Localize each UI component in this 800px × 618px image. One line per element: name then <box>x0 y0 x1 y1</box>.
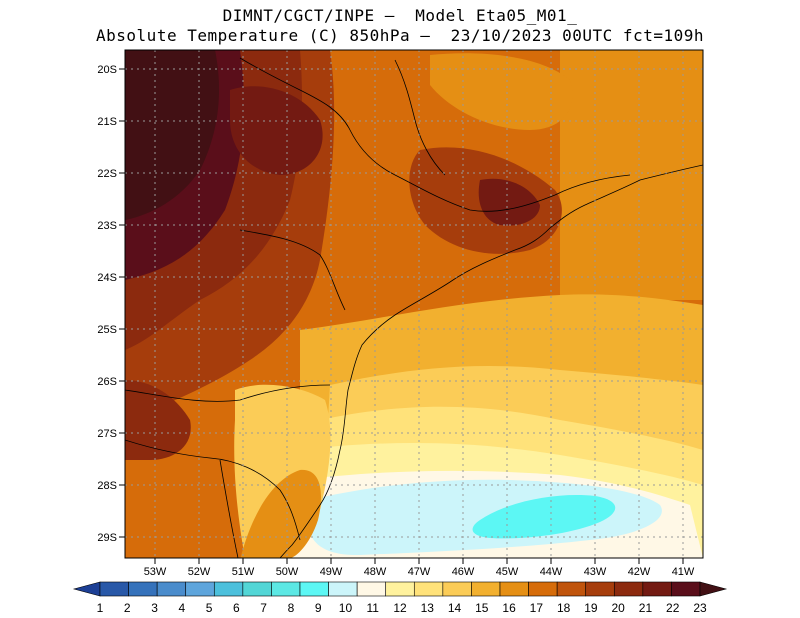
colorbar-label: 6 <box>233 601 240 615</box>
state-border-5 <box>125 384 331 402</box>
lon-label: 52W <box>188 566 211 578</box>
state-border-1 <box>239 57 556 212</box>
lon-label: 50W <box>276 566 299 578</box>
colorbar-label: 21 <box>639 601 653 615</box>
colorbar-box <box>128 581 158 597</box>
lat-label: 21S <box>97 116 117 128</box>
colorbar-label: 3 <box>151 601 158 615</box>
coastline-borders <box>125 57 703 558</box>
colorbar-box <box>413 581 444 597</box>
field-cyan-core <box>472 495 616 539</box>
lon-label: 48W <box>364 566 387 578</box>
colorbar-label: 20 <box>612 601 626 615</box>
colorbar-label: 22 <box>666 601 680 615</box>
colorbar-label: 7 <box>260 601 267 615</box>
colorbar-label: 8 <box>288 601 295 615</box>
colorbar-label: 19 <box>584 601 598 615</box>
colorbar-box <box>213 581 244 597</box>
colorbar-arrow-left <box>72 581 101 597</box>
lat-label: 23S <box>97 220 117 232</box>
field-north-orange <box>430 53 573 130</box>
colorbar-label: 13 <box>421 601 435 615</box>
colorbar-box <box>356 581 387 597</box>
state-border-3 <box>554 174 631 196</box>
lon-label: 42W <box>628 566 651 578</box>
lon-label: 43W <box>584 566 607 578</box>
field-west-core <box>125 50 220 220</box>
map-frame <box>124 49 704 559</box>
colorbar-arrow-right <box>699 581 728 597</box>
lon-label: 53W <box>144 566 167 578</box>
state-border-2 <box>394 59 446 176</box>
lat-label: 22S <box>97 168 117 180</box>
colorbar-label: 1 <box>97 601 104 615</box>
coastline <box>279 164 703 558</box>
lat-label: 29S <box>97 532 117 544</box>
lat-label: 24S <box>97 272 117 284</box>
lat-label: 27S <box>97 428 117 440</box>
colorbar-label: 4 <box>178 601 185 615</box>
colorbar-box <box>242 581 272 597</box>
colorbar-label: 2 <box>124 601 131 615</box>
colorbar <box>72 581 728 597</box>
state-border-4 <box>239 229 346 311</box>
colorbar-box <box>385 581 415 597</box>
field-patch-4 <box>478 178 540 226</box>
map-title-line-2: Absolute Temperature (C) 850hPa – 23/10/… <box>96 26 704 45</box>
colorbar-label: 18 <box>557 601 571 615</box>
colorbar-label: 11 <box>366 601 379 615</box>
state-border-6 <box>125 439 301 541</box>
colorbar-box <box>442 581 472 597</box>
field-sw-orange <box>240 469 321 558</box>
colorbar-label: 5 <box>206 601 213 615</box>
colorbar-box <box>471 581 501 597</box>
colorbar-box <box>299 581 329 597</box>
field-east-orange <box>560 50 703 300</box>
field-patch-1 <box>230 86 323 175</box>
colorbar-label: 12 <box>393 601 407 615</box>
lat-label: 26S <box>97 376 117 388</box>
lat-label: 25S <box>97 324 117 336</box>
lon-label: 49W <box>320 566 343 578</box>
lon-label: 44W <box>540 566 563 578</box>
colorbar-box <box>99 581 129 597</box>
colorbar-box <box>585 581 615 597</box>
lon-labels: 53W 52W 51W 50W 49W 48W 47W 46W 45W 44W … <box>144 566 695 578</box>
colorbar-box <box>528 581 558 597</box>
colorbar-box <box>613 581 644 597</box>
colorbar-box <box>499 581 529 597</box>
lon-label: 47W <box>408 566 431 578</box>
colorbar-box <box>556 581 587 597</box>
colorbar-box <box>671 581 701 597</box>
colorbar-box <box>328 581 358 597</box>
colorbar-box <box>642 581 672 597</box>
colorbar-label: 14 <box>448 601 462 615</box>
colorbar-box <box>156 581 187 597</box>
lat-label: 28S <box>97 480 117 492</box>
colorbar-label: 23 <box>693 601 707 615</box>
colorbar-label: 9 <box>315 601 322 615</box>
temperature-field <box>125 50 703 558</box>
lat-label: 20S <box>97 64 117 76</box>
lon-label: 51W <box>232 566 255 578</box>
lon-label: 41W <box>672 566 695 578</box>
lat-labels: 20S 21S 22S 23S 24S 25S 26S 27S 28S 29S <box>97 64 117 544</box>
lat-ticks <box>119 68 125 538</box>
graticule <box>125 50 703 558</box>
colorbar-box <box>271 581 301 597</box>
lon-ticks <box>154 558 684 564</box>
colorbar-label: 17 <box>530 601 544 615</box>
state-border-7 <box>219 459 239 558</box>
map-title-line-1: DIMNT/CGCT/INPE – Model Eta05_M01_ <box>222 6 578 25</box>
lon-label: 45W <box>496 566 519 578</box>
field-patch-2 <box>125 380 191 460</box>
colorbar-labels: 1 2 3 4 5 6 7 8 9 10 11 12 13 14 15 16 17 18 19 20 21 22 23 <box>97 601 707 615</box>
colorbar-label: 10 <box>339 601 353 615</box>
lon-label: 46W <box>452 566 475 578</box>
colorbar-label: 16 <box>502 601 516 615</box>
colorbar-box <box>185 581 215 597</box>
colorbar-label: 15 <box>475 601 489 615</box>
